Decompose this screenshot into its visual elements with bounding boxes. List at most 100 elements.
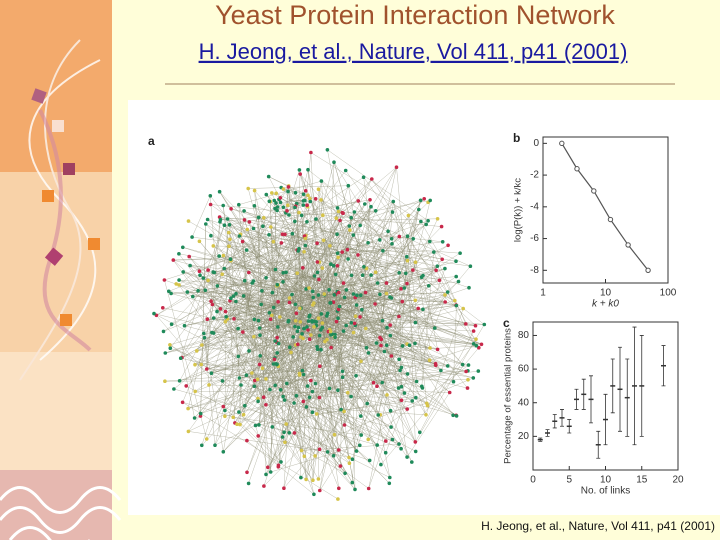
network-node xyxy=(354,449,359,453)
network-node xyxy=(466,363,471,367)
network-node xyxy=(193,389,197,394)
network-node xyxy=(375,281,380,285)
network-node xyxy=(358,223,363,228)
network-node xyxy=(247,270,251,275)
network-node xyxy=(293,205,297,210)
network-node xyxy=(317,447,322,452)
network-node xyxy=(329,262,333,267)
network-node xyxy=(333,272,338,277)
network-node xyxy=(271,362,276,366)
network-node xyxy=(278,200,283,205)
x-tick-label: 1 xyxy=(540,288,546,299)
network-node xyxy=(302,326,306,331)
network-node xyxy=(283,440,287,445)
network-node xyxy=(437,278,442,283)
network-node xyxy=(275,208,279,213)
x-tick-label: 20 xyxy=(672,475,684,486)
network-node xyxy=(319,198,323,202)
network-node xyxy=(289,350,293,355)
network-node xyxy=(355,293,359,298)
network-node xyxy=(267,199,272,204)
network-node xyxy=(343,471,347,476)
network-node xyxy=(275,282,280,287)
network-node xyxy=(359,433,364,437)
network-node xyxy=(271,239,276,244)
network-node xyxy=(319,312,324,316)
network-node xyxy=(223,309,228,314)
network-node xyxy=(264,472,268,477)
network-node xyxy=(306,193,310,198)
network-node xyxy=(320,325,325,330)
network-node xyxy=(420,384,424,389)
network-node xyxy=(456,279,461,284)
network-node xyxy=(296,325,301,330)
network-node xyxy=(384,281,389,285)
network-node xyxy=(205,367,209,371)
network-node xyxy=(217,254,221,258)
network-node xyxy=(171,258,176,262)
network-node xyxy=(188,263,192,268)
network-node xyxy=(252,204,257,208)
network-node xyxy=(410,460,414,464)
network-node xyxy=(247,220,252,224)
network-node xyxy=(195,349,199,353)
network-node xyxy=(465,386,470,390)
network-node xyxy=(301,372,306,377)
decor-square xyxy=(52,120,64,132)
y-tick-label: -8 xyxy=(530,265,539,276)
network-node xyxy=(385,325,389,330)
network-node xyxy=(282,430,286,435)
network-node xyxy=(386,229,390,234)
network-node xyxy=(388,475,392,480)
network-node xyxy=(298,172,303,176)
network-node xyxy=(181,270,185,274)
network-node xyxy=(285,209,289,213)
network-node xyxy=(369,273,373,277)
network-node xyxy=(335,206,340,210)
network-node xyxy=(260,289,264,293)
network xyxy=(152,148,487,501)
network-node xyxy=(316,316,321,321)
network-node xyxy=(371,380,376,385)
network-node xyxy=(405,407,410,411)
network-node xyxy=(256,215,261,220)
network-node xyxy=(335,232,339,236)
network-node xyxy=(252,188,257,193)
network-node xyxy=(384,343,389,348)
network-node xyxy=(301,399,306,404)
network-node xyxy=(242,278,247,283)
network-node xyxy=(225,217,230,221)
network-node xyxy=(293,302,298,307)
network-node xyxy=(327,288,331,292)
network-node xyxy=(163,379,167,384)
network-node xyxy=(257,423,261,427)
network-node xyxy=(250,281,254,285)
network-node xyxy=(336,209,341,214)
network-node xyxy=(334,319,339,324)
network-node xyxy=(257,326,262,330)
network-node xyxy=(322,292,327,296)
network-node xyxy=(250,371,254,375)
network-node xyxy=(275,205,280,209)
network-node xyxy=(350,457,355,462)
network-node xyxy=(405,258,410,263)
network-node xyxy=(273,339,278,343)
network-node xyxy=(311,478,315,483)
network-node xyxy=(330,332,335,337)
network-node xyxy=(345,247,350,252)
network-node xyxy=(242,218,247,222)
network-node xyxy=(319,347,323,352)
network-node xyxy=(239,383,243,387)
x-tick-label: 15 xyxy=(636,475,648,486)
network-node xyxy=(451,379,456,384)
slide-title: Yeast Protein Interaction Network xyxy=(215,0,615,30)
network-node xyxy=(301,192,306,197)
network-node xyxy=(281,187,286,191)
x-axis-label: k + k0 xyxy=(592,299,619,310)
network-node xyxy=(434,268,438,273)
network-node xyxy=(204,437,209,441)
network-node xyxy=(378,238,382,242)
reference-link[interactable]: H. Jeong, et al., Nature, Vol 411, p41 (… xyxy=(199,39,628,64)
network-node xyxy=(315,260,320,264)
network-node xyxy=(184,384,188,388)
